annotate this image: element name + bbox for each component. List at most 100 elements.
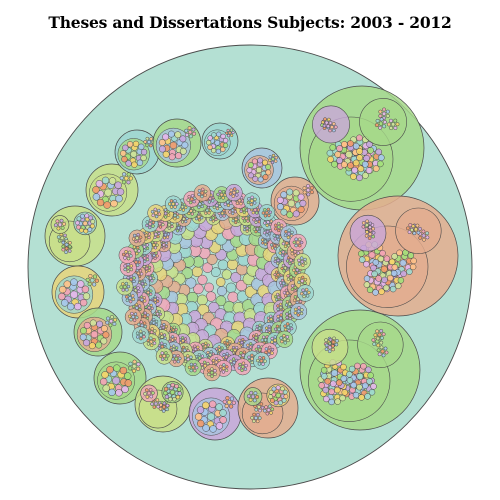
leaf-circle [379,289,385,295]
leaf-circle [158,213,161,216]
leaf-circle [382,112,386,116]
leaf-circle [168,227,171,230]
leaf-circle [223,215,226,218]
leaf-circle [123,285,126,288]
leaf-circle [265,211,268,214]
leaf-circle [329,129,332,132]
leaf-circle [201,195,204,198]
leaf-circle [295,238,298,241]
leaf-circle [270,411,273,414]
leaf-circle [159,139,165,145]
leaf-circle [390,286,396,292]
leaf-circle [284,295,287,298]
leaf-circle [276,393,281,398]
leaf-circle [234,221,237,224]
leaf-circle [369,389,375,395]
leaf-circle [263,409,266,412]
leaf-circle [378,256,384,262]
leaf-circle [146,395,149,398]
leaf-circle [156,399,159,402]
leaf-circle [276,325,279,328]
leaf-circle [263,208,266,211]
leaf-circle [269,211,272,214]
leaf-circle [64,234,67,237]
leaf-circle [220,215,223,218]
leaf-circle [426,236,429,239]
leaf-circle [280,224,283,227]
leaf-circle [304,278,307,281]
leaf-circle [334,126,337,129]
leaf-circle [126,299,129,302]
leaf-circle [353,392,359,398]
leaf-circle [258,409,261,412]
leaf-circle [226,396,230,400]
leaf-circle [62,248,65,251]
leaf-circle [278,401,282,405]
leaf-circle [255,333,258,336]
leaf-circle [219,190,222,193]
leaf-circle [154,298,157,301]
leaf-circle [132,315,135,318]
leaf-circle [136,332,139,335]
leaf-circle [260,359,263,362]
leaf-circle [191,213,194,216]
leaf-circle [287,236,290,239]
leaf-circle [61,236,64,239]
leaf-circle [286,260,289,263]
leaf-circle [256,420,259,423]
leaf-circle [274,273,277,276]
leaf-circle [372,271,378,277]
leaf-circle [174,337,177,340]
leaf-circle [112,377,119,384]
leaf-circle [301,276,304,279]
leaf-circle [152,225,155,228]
leaf-circle [145,389,148,392]
leaf-circle [157,300,159,302]
leaf-circle [330,126,333,129]
leaf-circle [127,257,130,260]
leaf-circle [177,387,181,391]
subject-circle [216,278,225,287]
leaf-circle [238,339,241,342]
leaf-circle [242,338,245,341]
leaf-circle [150,304,153,307]
leaf-circle [222,363,225,366]
leaf-circle [83,340,89,346]
leaf-circle [244,368,247,371]
leaf-circle [148,236,151,239]
leaf-circle [173,354,176,357]
leaf-circle [88,282,92,286]
leaf-circle [136,246,139,249]
leaf-circle [271,348,274,351]
leaf-circle [232,358,235,361]
leaf-circle [243,351,246,354]
leaf-circle [268,349,271,352]
leaf-circle [241,365,244,368]
leaf-circle [263,231,266,234]
leaf-circle [271,157,274,160]
leaf-circle [152,214,155,217]
leaf-circle [251,395,255,399]
leaf-circle [368,372,374,378]
leaf-circle [378,333,382,337]
leaf-circle [305,288,308,291]
leaf-circle [133,141,139,147]
leaf-circle [164,233,167,236]
leaf-circle [207,413,214,420]
leaf-circle [163,391,167,395]
leaf-circle [382,354,385,357]
leaf-circle [266,234,269,237]
leaf-circle [268,325,271,328]
leaf-circle [281,209,287,215]
leaf-circle [103,385,110,392]
leaf-circle [172,345,175,348]
leaf-circle [125,250,128,253]
leaf-circle [70,291,77,298]
leaf-circle [258,348,261,351]
leaf-circle [310,190,313,193]
leaf-circle [149,222,152,225]
leaf-circle [120,150,126,156]
leaf-circle [268,394,272,398]
leaf-circle [422,234,426,238]
leaf-circle [382,333,385,336]
